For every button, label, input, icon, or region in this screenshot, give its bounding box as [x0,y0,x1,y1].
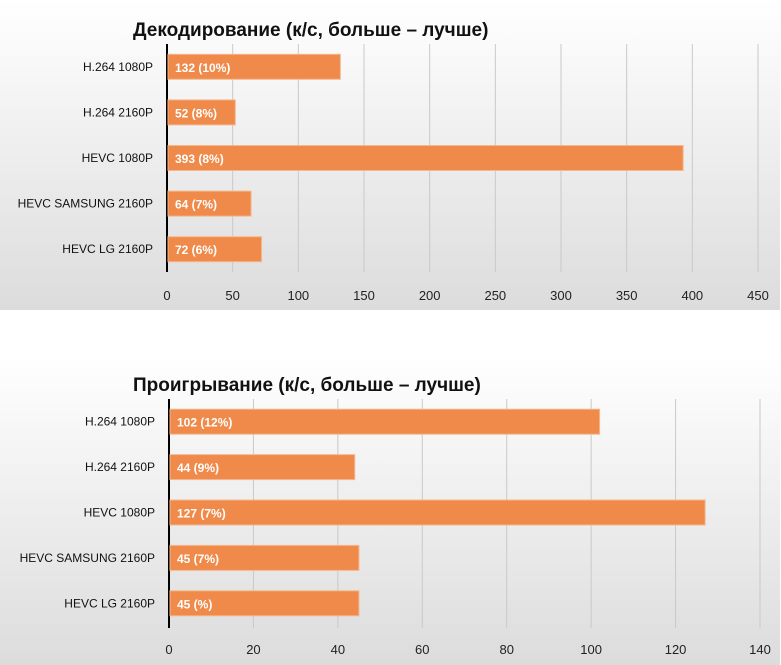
category-label: HEVC SAMSUNG 2160P [18,197,153,211]
bar [169,544,360,571]
x-tick-label: 0 [165,642,172,657]
bar [167,190,252,217]
bar [167,145,684,171]
category-label: HEVC LG 2160P [64,596,155,610]
data-label: 127 (7%) [177,507,226,521]
decoding-chart-panel: Декодирование (к/с, больше – лучше) 0 50 10… [0,0,780,310]
x-tick-label: 80 [499,642,513,657]
x-tick-label: 450 [747,288,769,303]
x-tick-label: 400 [681,288,703,303]
data-label: 72 (6%) [175,243,217,257]
x-tick-label: 0 [163,288,170,303]
x-tick-label: 150 [353,288,375,303]
decoding-chart: Декодирование (к/с, больше – лучше) 0 50 10… [0,0,780,310]
bar [167,236,263,263]
x-tick-label: 100 [287,288,309,303]
data-label: 52 (8%) [175,106,217,120]
data-label: 393 (8%) [175,152,224,166]
x-tick-label: 40 [331,642,345,657]
category-label: H.264 1080P [83,60,153,74]
category-label: HEVC LG 2160P [62,242,153,256]
category-label: H.264 2160P [83,105,153,119]
x-tick-label: 350 [616,288,638,303]
data-label: 45 (7%) [177,552,219,566]
data-label: 102 (12%) [177,416,232,430]
chart-title: Декодирование (к/с, больше – лучше) [133,20,488,41]
x-tick-label: 200 [419,288,441,303]
x-tick-label: 20 [246,642,260,657]
data-label: 45 (%) [177,597,212,611]
playback-chart: Проигрывание (к/с, больше – лучше) 0 20 40 6… [0,355,780,665]
x-tick-label: 300 [550,288,572,303]
bar [169,590,360,617]
category-label: H.264 2160P [85,460,155,474]
x-tick-label: 140 [749,642,771,657]
category-label: H.264 1080P [85,415,155,429]
playback-chart-panel: Проигрывание (к/с, больше – лучше) 0 20 40 6… [0,355,780,665]
data-label: 64 (7%) [175,198,217,212]
x-tick-label: 250 [484,288,506,303]
chart-title: Проигрывание (к/с, больше – лучше) [133,375,481,396]
x-tick-label: 120 [665,642,687,657]
x-tick-label: 50 [225,288,239,303]
category-label: HEVC SAMSUNG 2160P [20,551,155,565]
x-tick-label: 100 [580,642,602,657]
x-tick-label: 60 [415,642,429,657]
bar [167,99,236,126]
data-label: 132 (10%) [175,61,230,75]
category-label: HEVC 1080P [84,506,155,520]
bar [167,53,341,80]
data-label: 44 (9%) [177,461,219,475]
bar [169,499,706,526]
bar [169,408,601,435]
bar [169,454,356,481]
category-label: HEVC 1080P [82,151,153,165]
